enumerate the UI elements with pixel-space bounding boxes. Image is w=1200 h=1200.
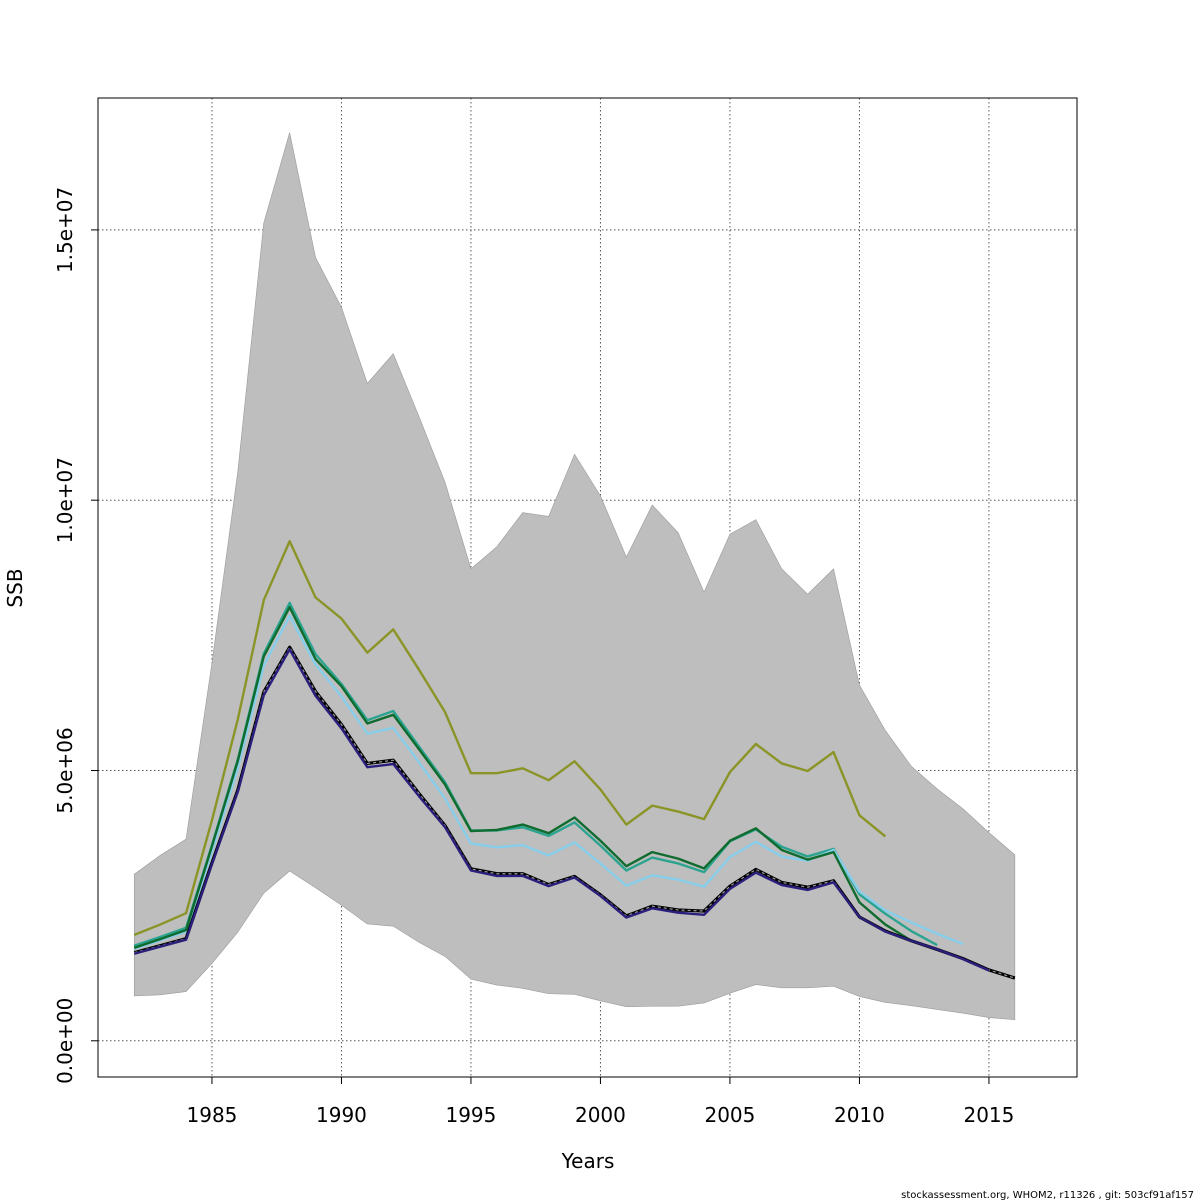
x-axis: 1985 1990 1995 2000 2005 2010 2015: [187, 1077, 1014, 1127]
footer-credit: stockassessment.org, WHOM2, r11326 , git…: [901, 1190, 1194, 1200]
series-line-1: [133, 540, 887, 936]
plot-frame: [97, 97, 1078, 1078]
y-tick-label: 1.0e+07: [53, 457, 77, 543]
series-line-2: [133, 601, 938, 947]
series-line-6: [133, 648, 990, 972]
x-axis-title: Years: [561, 1149, 615, 1173]
x-tick-label: 2000: [575, 1103, 626, 1127]
y-axis: 0.0e+00 5.0e+06 1.0e+07 1.5e+07: [53, 187, 98, 1084]
x-tick-label: 2015: [963, 1103, 1014, 1127]
y-axis-title: SSB: [3, 568, 27, 607]
y-tick-label: 1.5e+07: [53, 187, 77, 273]
series-line-4: [133, 606, 912, 949]
x-tick-label: 1995: [445, 1103, 496, 1127]
y-tick-label: 0.0e+00: [53, 998, 77, 1084]
y-tick-label: 5.0e+06: [53, 727, 77, 813]
confidence-band: [133, 132, 1016, 1021]
x-tick-label: 2005: [704, 1103, 755, 1127]
x-tick-label: 1990: [316, 1103, 367, 1127]
series-lines: [133, 540, 1016, 980]
x-tick-label: 2010: [834, 1103, 885, 1127]
confidence-band-area: [133, 132, 1016, 1021]
x-tick-label: 1985: [187, 1103, 238, 1127]
